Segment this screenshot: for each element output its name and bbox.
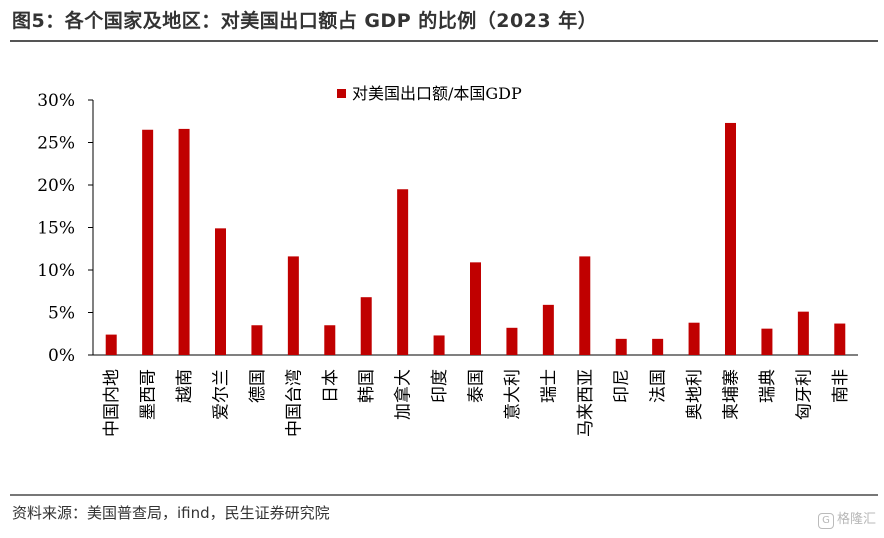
x-tick-label: 奥地利 (685, 369, 705, 420)
x-tick-label: 爱尔兰 (212, 369, 232, 420)
x-tick-label: 德国 (248, 369, 268, 403)
x-tick-label: 印尼 (612, 369, 632, 403)
y-tick-label: 15% (37, 219, 75, 239)
y-tick-label: 30% (37, 91, 75, 111)
x-tick-label: 中国内地 (102, 369, 122, 437)
x-tick-label: 柬埔寨 (722, 369, 742, 420)
bar (797, 311, 809, 355)
x-tick-label: 瑞典 (758, 369, 778, 403)
bar (287, 256, 299, 355)
bar (834, 323, 846, 355)
bar (761, 328, 773, 355)
x-tick-label: 墨西哥 (139, 369, 159, 420)
x-tick-label: 越南 (175, 369, 195, 403)
x-tick-label: 韩国 (357, 369, 377, 403)
title-divider (10, 40, 878, 42)
bar-chart: 对美国出口额/本国GDP 0% 5% 10% 15% 20% 25% 30% 中国内地 墨西哥… (37, 84, 858, 437)
bar (542, 304, 554, 355)
x-tick-label: 瑞士 (539, 369, 559, 403)
bar (688, 322, 700, 355)
bar (251, 325, 263, 355)
y-tick-label: 0% (48, 346, 75, 366)
y-tick-label: 20% (37, 176, 75, 196)
x-tick-label: 匈牙利 (794, 369, 814, 420)
bar (506, 327, 518, 355)
x-axis-labels: 中国内地 墨西哥 越南 爱尔兰 德国 中国台湾 日本 韩国 加拿大 印度 泰国 意大利 瑞士 马来西亚 印尼… (102, 369, 851, 437)
bar (725, 122, 736, 355)
bar (142, 129, 154, 355)
watermark: G 格隆汇 (817, 508, 876, 529)
bar (105, 334, 117, 355)
bar (397, 189, 409, 355)
bar (215, 228, 226, 355)
bar (470, 262, 481, 355)
footer-divider (10, 494, 878, 496)
x-tick-label: 马来西亚 (576, 369, 596, 437)
bar (433, 335, 445, 355)
y-tick-label: 25% (37, 134, 75, 154)
bar (360, 297, 372, 355)
bars (105, 122, 846, 355)
watermark-text: 格隆汇 (836, 512, 876, 527)
y-axis-ticks: 0% 5% 10% 15% 20% 25% 30% (37, 91, 93, 366)
legend-label: 对美国出口额/本国GDP (352, 84, 522, 103)
bar (324, 325, 336, 355)
bar (579, 256, 591, 355)
bar (615, 338, 627, 355)
watermark-logo-icon: G (817, 513, 834, 529)
x-tick-label: 加拿大 (393, 369, 414, 420)
x-tick-label: 南非 (831, 369, 851, 403)
bar (652, 338, 664, 355)
bar (178, 128, 190, 355)
source-note: 资料来源：美国普查局，ifind，民生证券研究院 (12, 504, 330, 522)
x-tick-label: 中国台湾 (284, 369, 304, 437)
figure-title: 图5：各个国家及地区：对美国出口额占 GDP 的比例（2023 年） (12, 10, 598, 32)
chart-legend: 对美国出口额/本国GDP (337, 84, 522, 103)
y-tick-label: 5% (48, 304, 75, 324)
x-tick-label: 日本 (321, 369, 341, 403)
x-tick-label: 泰国 (467, 369, 487, 403)
legend-swatch (337, 89, 346, 98)
x-tick-label: 法国 (649, 369, 669, 403)
x-tick-label: 印度 (430, 369, 450, 403)
x-tick-label: 意大利 (503, 369, 523, 420)
y-tick-label: 10% (37, 261, 75, 281)
